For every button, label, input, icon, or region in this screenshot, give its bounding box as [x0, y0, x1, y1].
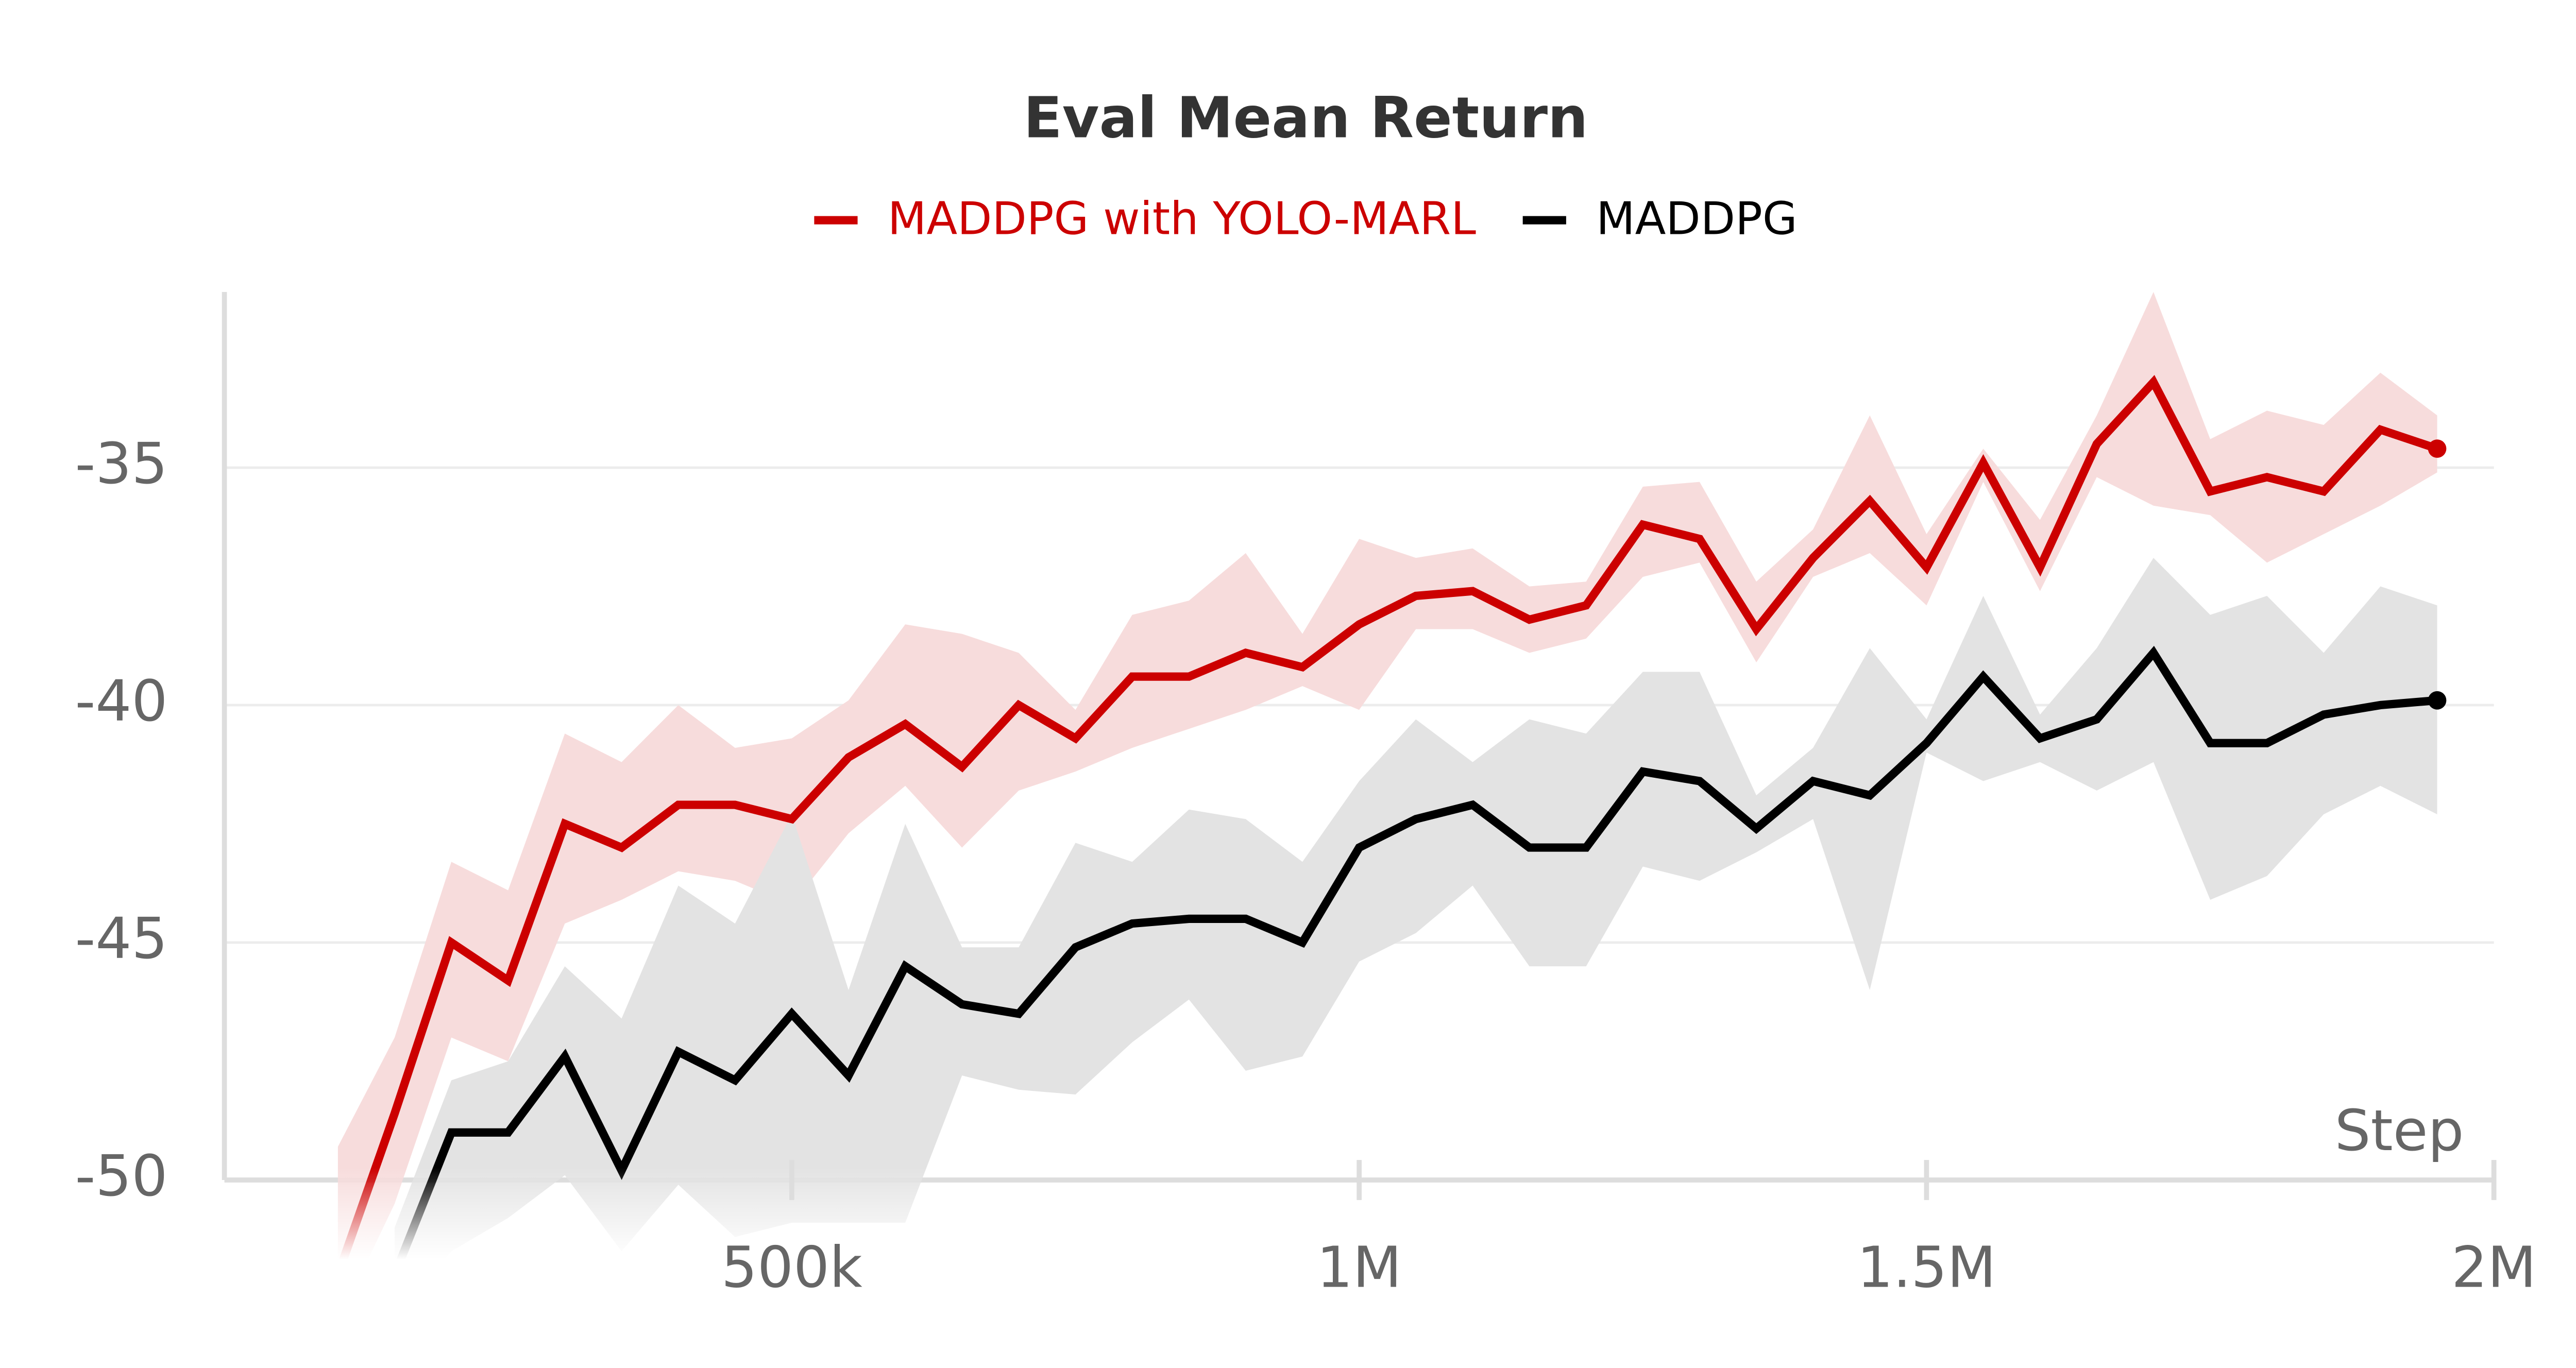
plot-area: [334, 292, 2447, 1323]
y-tick-label: -45: [75, 905, 168, 971]
x-tick-label: 1.5M: [1857, 1234, 1996, 1300]
chart-title: Eval Mean Return: [1024, 85, 1588, 151]
y-tick-label: -40: [75, 668, 168, 734]
y-tick-label: -35: [75, 431, 168, 497]
y-tick-label: -50: [75, 1143, 168, 1209]
confidence-band: [394, 558, 2437, 1323]
legend-label: MADDPG with YOLO-MARL: [888, 193, 1476, 245]
legend-item: MADDPG: [1522, 193, 1798, 245]
x-tick-label: 1M: [1317, 1234, 1402, 1300]
axes: -35 -40 -45 -50 500k 1M 1.5M 2M: [75, 292, 2536, 1300]
legend: MADDPG with YOLO-MARL MADDPG: [814, 193, 1798, 245]
series-line: [334, 375, 2439, 1277]
x-tick-label: 500k: [721, 1234, 862, 1300]
end-point: [2428, 439, 2447, 458]
x-axis-label: Step: [2335, 1098, 2464, 1164]
legend-label: MADDPG: [1596, 193, 1797, 245]
series-line: [391, 645, 2438, 1277]
x-tick-label: 2M: [2451, 1234, 2536, 1300]
legend-item: MADDPG with YOLO-MARL: [814, 193, 1476, 245]
end-point: [2428, 691, 2447, 710]
